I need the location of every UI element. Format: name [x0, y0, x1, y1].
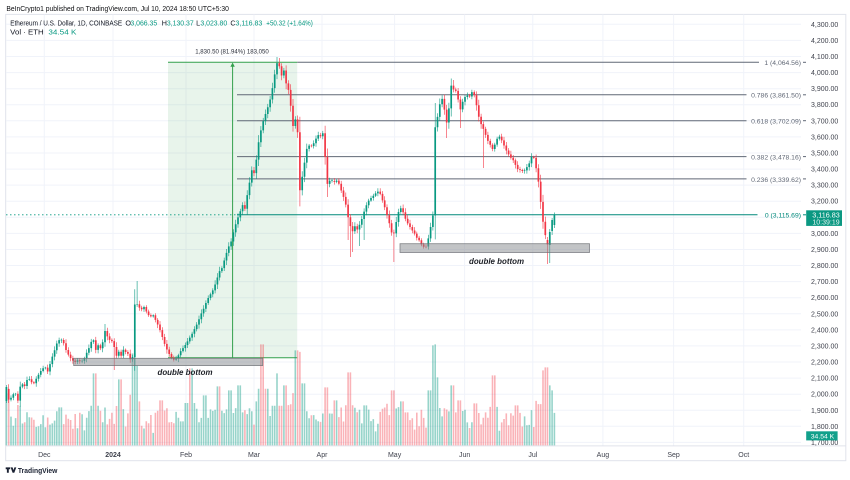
- svg-text:3,700.00: 3,700.00: [811, 118, 838, 125]
- svg-text:TradingView: TradingView: [18, 466, 58, 475]
- svg-text:4,100.00: 4,100.00: [811, 54, 838, 61]
- svg-text:H: H: [162, 19, 167, 28]
- svg-text:3,500.00: 3,500.00: [811, 151, 838, 158]
- svg-text:Sep: Sep: [667, 452, 680, 459]
- svg-text:2,900.00: 2,900.00: [811, 247, 838, 254]
- svg-text:3,800.00: 3,800.00: [811, 102, 838, 109]
- svg-text:2,400.00: 2,400.00: [811, 327, 838, 334]
- svg-text:3,066.35: 3,066.35: [130, 19, 157, 28]
- svg-text:+50.32 (+1.64%): +50.32 (+1.64%): [266, 19, 313, 28]
- svg-text:3,200.00: 3,200.00: [811, 199, 838, 206]
- svg-text:O: O: [125, 19, 131, 28]
- svg-text:2,100.00: 2,100.00: [811, 376, 838, 383]
- svg-text:Oct: Oct: [738, 452, 749, 459]
- svg-text:2024: 2024: [105, 452, 121, 459]
- svg-text:Dec: Dec: [38, 452, 51, 459]
- svg-text:2,000.00: 2,000.00: [811, 392, 838, 399]
- svg-text:Ethereum / U.S. Dollar, 1D, CO: Ethereum / U.S. Dollar, 1D, COINBASE: [10, 19, 122, 28]
- svg-text:0.236 (3,339.62): 0.236 (3,339.62): [751, 177, 801, 184]
- svg-text:4,300.00: 4,300.00: [811, 22, 838, 29]
- svg-text:3,130.37: 3,130.37: [167, 19, 194, 28]
- svg-text:3,300.00: 3,300.00: [811, 183, 838, 190]
- svg-text:0.786 (3,861.50): 0.786 (3,861.50): [751, 93, 801, 100]
- svg-text:4,000.00: 4,000.00: [811, 70, 838, 77]
- svg-text:0 (3,115.69): 0 (3,115.69): [765, 213, 801, 220]
- svg-text:double bottom: double bottom: [158, 367, 214, 377]
- svg-text:Feb: Feb: [180, 452, 192, 459]
- svg-text:3,600.00: 3,600.00: [811, 134, 838, 141]
- svg-text:4,200.00: 4,200.00: [811, 38, 838, 45]
- svg-text:3,900.00: 3,900.00: [811, 86, 838, 93]
- svg-text:2,300.00: 2,300.00: [811, 343, 838, 350]
- svg-text:Jul: Jul: [528, 452, 537, 459]
- svg-text:2,700.00: 2,700.00: [811, 279, 838, 286]
- svg-text:2,500.00: 2,500.00: [811, 311, 838, 318]
- svg-text:1,830.50 (81.94%) 183,050: 1,830.50 (81.94%) 183,050: [195, 49, 269, 56]
- svg-text:3,023.80: 3,023.80: [200, 19, 227, 28]
- svg-text:3,116.83: 3,116.83: [236, 19, 263, 28]
- svg-text:2,800.00: 2,800.00: [811, 263, 838, 270]
- svg-text:34.54 K: 34.54 K: [48, 27, 76, 36]
- svg-text:Aug: Aug: [597, 452, 610, 459]
- svg-text:34.54 K: 34.54 K: [811, 434, 835, 441]
- svg-text:Jun: Jun: [459, 452, 470, 459]
- svg-text:C: C: [230, 19, 235, 28]
- svg-text:1,900.00: 1,900.00: [811, 408, 838, 415]
- svg-text:1,800.00: 1,800.00: [811, 424, 838, 431]
- svg-text:BeInCrypto1 published on Tradi: BeInCrypto1 published on TradingView.com…: [6, 4, 229, 13]
- svg-text:Apr: Apr: [317, 452, 329, 459]
- svg-text:3,000.00: 3,000.00: [811, 231, 838, 238]
- svg-text:0.618 (3,702.09): 0.618 (3,702.09): [751, 119, 801, 126]
- svg-text:Vol · ETH: Vol · ETH: [10, 27, 44, 36]
- svg-text:L: L: [196, 19, 200, 28]
- svg-text:1,700.00: 1,700.00: [811, 440, 838, 447]
- svg-text:3,400.00: 3,400.00: [811, 167, 838, 174]
- svg-text:3,116.83: 3,116.83: [812, 211, 839, 220]
- svg-text:2,200.00: 2,200.00: [811, 360, 838, 367]
- svg-text:0.382 (3,478.16): 0.382 (3,478.16): [751, 155, 801, 162]
- svg-text:10:39:19: 10:39:19: [812, 220, 839, 227]
- svg-text:1 (4,064.56): 1 (4,064.56): [764, 60, 801, 67]
- svg-text:Mar: Mar: [248, 452, 261, 459]
- svg-text:double bottom: double bottom: [469, 256, 525, 266]
- svg-text:2,600.00: 2,600.00: [811, 295, 838, 302]
- svg-text:May: May: [388, 452, 402, 459]
